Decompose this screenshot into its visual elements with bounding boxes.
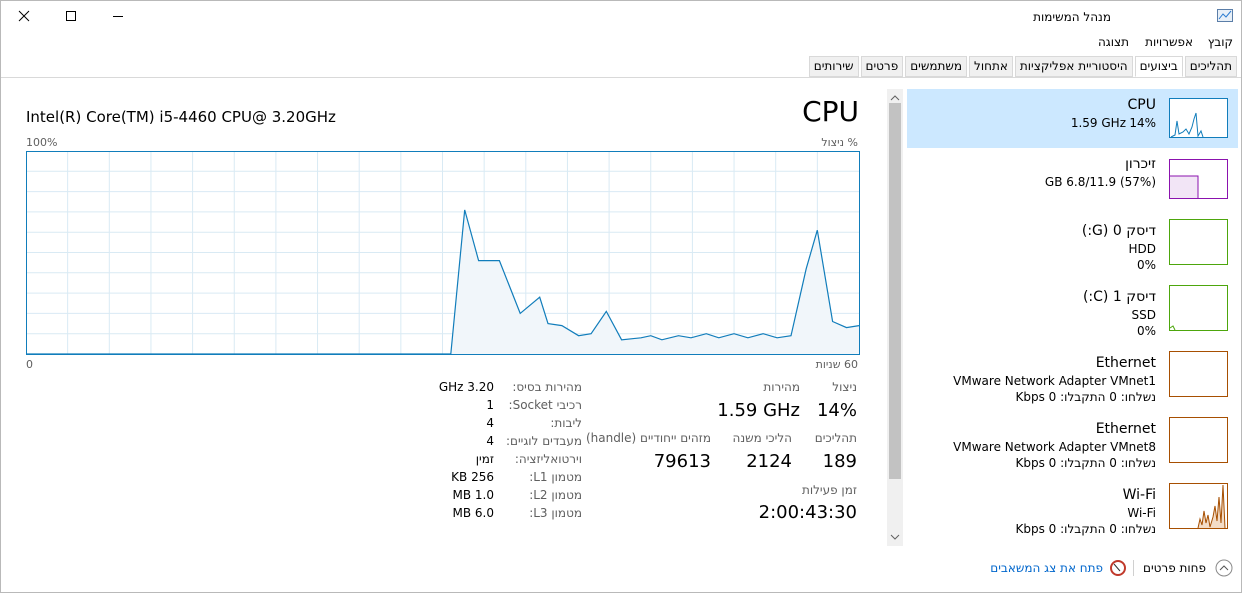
detail-value: 256 KB xyxy=(451,470,494,484)
detail-label: מעבדים לוגיים: xyxy=(505,434,582,448)
stat-value: 79613 xyxy=(653,451,711,472)
detail-value: זמין xyxy=(475,452,494,466)
monitor-needle xyxy=(1113,563,1121,572)
tab[interactable]: תהליכים xyxy=(1184,56,1237,77)
stat-value: 189 xyxy=(822,451,857,472)
graph-area-fill xyxy=(26,209,859,354)
stat-label: מהירות xyxy=(763,380,800,394)
scroll-down[interactable] xyxy=(890,534,900,540)
detail-label: מטמון L3: xyxy=(529,506,582,520)
tab-strip: תהליכים ביצועים היסטוריית אפליקציות אתחו… xyxy=(808,56,1237,77)
sidebar-util: 14% xyxy=(1129,116,1156,130)
sidebar-detail: נשלחו: 0 התקבלו: 0 Kbps xyxy=(1015,390,1156,404)
app-icon xyxy=(1217,9,1233,22)
detail-value: 3.20 GHz xyxy=(438,380,494,394)
stat-label: הליכי משנה xyxy=(732,431,792,445)
stat-value: 1.59 GHz xyxy=(717,400,800,421)
open-resource-monitor[interactable]: פתח את צג המשאבים xyxy=(990,561,1103,575)
sidebar-detail: 0% xyxy=(1136,324,1156,338)
stat-label: תהליכים xyxy=(814,431,857,445)
menu-item[interactable]: תצוגה xyxy=(1097,35,1129,49)
detail-label: ליבות: xyxy=(550,416,582,430)
tab[interactable]: פרטים xyxy=(860,56,904,77)
sidebar-thumbnails xyxy=(1169,98,1228,529)
window-title: מנהל המשימות xyxy=(1033,10,1111,24)
sidebar-title: Ethernet xyxy=(1095,355,1156,371)
sidebar-title: זיכרון xyxy=(1125,156,1156,172)
sidebar-title: דיסק 0 (G:) xyxy=(1081,223,1156,239)
stat-value: 2124 xyxy=(746,451,792,472)
tab[interactable]: היסטוריית אפליקציות xyxy=(1014,56,1133,77)
cpu-usage-line xyxy=(26,209,860,355)
stat-label: ניצול xyxy=(832,380,857,394)
graph-x-start: 0 xyxy=(26,358,33,371)
sidebar-detail: SSD xyxy=(1131,308,1156,322)
tab[interactable]: משתמשים xyxy=(905,56,968,77)
menu-item[interactable]: אפשרויות xyxy=(1145,35,1193,49)
sidebar-detail: נשלחו: 0 התקבלו: 0 Kbps xyxy=(1015,522,1156,536)
detail-label: מטמון L2: xyxy=(529,488,582,502)
stat-label: מזהים ייחודיים (handle) xyxy=(585,431,711,445)
sidebar-detail: (57%) 6.8/11.9 GB xyxy=(1044,175,1156,189)
fewer-details[interactable]: פחות פרטים xyxy=(1143,561,1206,575)
scroll-up[interactable] xyxy=(890,95,900,101)
cpu-graph xyxy=(26,151,860,355)
detail-value: 4 xyxy=(486,434,494,448)
maximize-button[interactable] xyxy=(66,11,76,21)
detail-label: מהירות בסיס: xyxy=(512,380,582,394)
menu-item[interactable]: קובץ xyxy=(1207,35,1233,49)
detail-value: 1.0 MB xyxy=(452,488,494,502)
sidebar-detail: Wi-Fi xyxy=(1127,506,1156,520)
detail-value: 1 xyxy=(486,398,494,412)
detail-label: רכיבי Socket: xyxy=(508,398,582,412)
graph-y-label: % ניצול xyxy=(821,136,858,149)
sidebar-speed: 1.59 GHz xyxy=(1070,116,1126,130)
stat-value: 14% xyxy=(816,400,857,421)
graph-border xyxy=(26,151,860,355)
sidebar-title: Ethernet xyxy=(1095,421,1156,437)
collapse-arrow[interactable] xyxy=(1219,565,1229,571)
sidebar-detail: 0% xyxy=(1136,258,1156,272)
processor-name: Intel(R) Core(TM) i5-4460 CPU@ 3.20GHz xyxy=(26,108,336,126)
graph-x-end: 60 שניות xyxy=(815,358,858,371)
sidebar-detail: HDD xyxy=(1128,242,1156,256)
stat-value: 2:00:43:30 xyxy=(758,502,857,523)
footer-icons[interactable] xyxy=(1110,559,1233,577)
tab[interactable]: שירותים xyxy=(808,56,859,77)
panel-title: CPU xyxy=(802,95,859,128)
detail-label: וירטואליזציה: xyxy=(514,452,582,466)
scrollbar[interactable] xyxy=(887,89,903,546)
sidebar-title: Wi-Fi xyxy=(1122,487,1156,503)
sidebar-detail: VMware Network Adapter VMnet8 xyxy=(953,440,1156,454)
tab[interactable]: אתחול xyxy=(969,56,1013,77)
detail-value: 4 xyxy=(486,416,494,430)
detail-label: מטמון L1: xyxy=(529,470,582,484)
window-controls[interactable] xyxy=(18,10,123,22)
close-button[interactable] xyxy=(18,10,30,22)
sidebar-title: דיסק 1 (C:) xyxy=(1082,289,1156,305)
stat-label: זמן פעילות xyxy=(801,483,857,497)
sidebar-detail: נשלחו: 0 התקבלו: 0 Kbps xyxy=(1015,456,1156,470)
collapse-icon[interactable] xyxy=(1215,559,1233,577)
sidebar-detail: VMware Network Adapter VMnet1 xyxy=(953,374,1156,388)
sidebar-title: CPU xyxy=(1127,97,1156,113)
tab-selected[interactable]: ביצועים xyxy=(1134,56,1183,77)
graph-y-max: 100% xyxy=(26,136,58,149)
scroll-thumb[interactable] xyxy=(889,103,901,479)
detail-value: 6.0 MB xyxy=(452,506,494,520)
